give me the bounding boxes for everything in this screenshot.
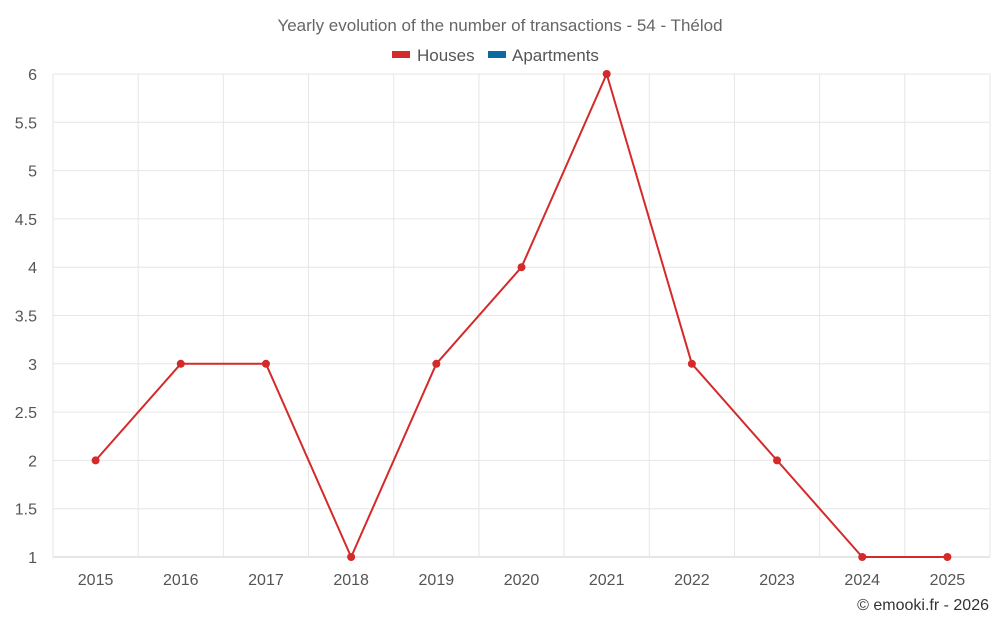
data-point-houses[interactable] [517,263,526,272]
data-point-houses[interactable] [432,359,441,368]
data-point-houses[interactable] [858,553,867,561]
data-point-houses[interactable] [773,456,782,465]
y-tick-label: 3.5 [15,309,37,326]
x-tick-label: 2024 [844,572,880,589]
data-point-houses[interactable] [687,359,696,368]
x-tick-label: 2015 [78,572,114,589]
y-tick-label: 1.5 [15,502,37,519]
data-point-houses[interactable] [176,359,185,368]
data-point-houses[interactable] [261,359,270,368]
x-tick-label: 2019 [419,572,455,589]
chart-title: Yearly evolution of the number of transa… [277,16,722,35]
y-axis: 1 1.5 2 2.5 3 3.5 4 4.5 5 5.5 6 [15,67,37,567]
y-tick-label: 6 [28,67,37,84]
copyright-footer: © emooki.fr - 2026 [857,597,989,614]
x-tick-label: 2017 [248,572,284,589]
legend-label-houses: Houses [417,46,475,65]
grid [52,73,991,558]
x-tick-label: 2020 [504,572,540,589]
x-tick-label: 2025 [930,572,966,589]
legend-swatch-houses [392,51,410,58]
y-tick-label: 5.5 [15,115,37,132]
x-tick-label: 2023 [759,572,795,589]
y-tick-label: 4.5 [15,212,37,229]
x-tick-label: 2021 [589,572,625,589]
legend: Houses Apartments [392,46,599,65]
legend-item-apartments[interactable]: Apartments [488,46,599,65]
legend-swatch-apartments [488,51,506,58]
data-point-houses[interactable] [602,70,611,78]
y-tick-label: 1 [28,550,37,567]
data-point-houses[interactable] [91,456,100,465]
y-tick-label: 3 [28,357,37,374]
x-tick-label: 2022 [674,572,710,589]
x-tick-label: 2016 [163,572,199,589]
plot-area [91,70,952,561]
x-axis: 2015 2016 2017 2018 2019 2020 2021 2022 2023 2024… [78,572,966,589]
y-tick-label: 2.5 [15,405,37,422]
y-tick-label: 5 [28,164,37,181]
y-tick-label: 4 [28,260,37,277]
legend-item-houses[interactable]: Houses [392,46,475,65]
x-tick-label: 2018 [333,572,369,589]
y-tick-label: 2 [28,453,37,470]
legend-label-apartments: Apartments [512,46,599,65]
data-point-houses[interactable] [347,553,356,561]
data-point-houses[interactable] [943,553,952,561]
